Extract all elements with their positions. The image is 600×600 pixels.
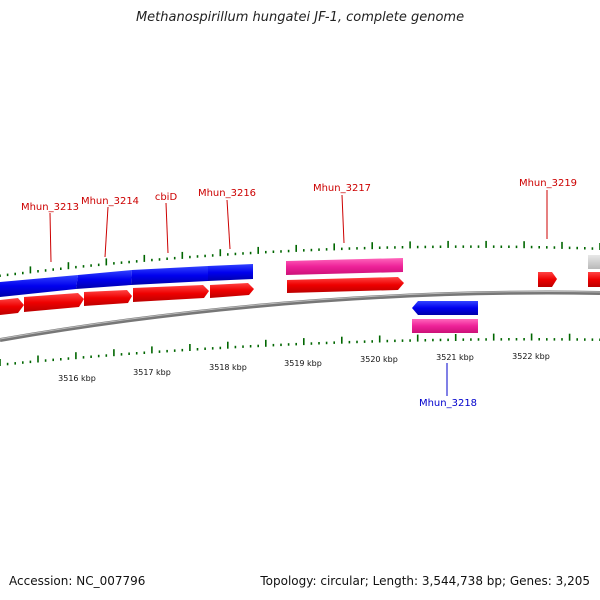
partial-cds-right[interactable] (588, 272, 600, 287)
genome-backbone (0, 290, 600, 342)
gene-mhun-3216[interactable] (208, 264, 253, 281)
axis-label-3521: 3521 kbp (436, 353, 474, 362)
genome-backbone-highlight (0, 291, 600, 340)
label-leaders (49, 190, 548, 396)
cds-mhun-3216[interactable] (210, 283, 254, 298)
topology-text: Topology: circular; Length: 3,544,738 bp… (260, 574, 590, 588)
lower-tick-track (0, 333, 600, 366)
cds-mhun-3214[interactable] (84, 290, 132, 306)
cds-mhun-3213[interactable] (24, 293, 84, 312)
cds-cbid[interactable] (133, 285, 209, 302)
map-title: Methanospirillum hungatei JF-1, complete… (135, 10, 465, 25)
axis-label-3516: 3516 kbp (58, 374, 96, 383)
axis-label-3519: 3519 kbp (284, 359, 322, 368)
label-mhun-3214[interactable]: Mhun_3214 (81, 196, 139, 207)
label-mhun-3218[interactable]: Mhun_3218 (419, 398, 477, 409)
label-mhun-3216[interactable]: Mhun_3216 (198, 188, 256, 199)
axis-label-3517: 3517 kbp (133, 368, 171, 377)
upper-tick-track (0, 240, 600, 277)
axis-label-3518: 3518 kbp (209, 363, 247, 372)
label-mhun-3217[interactable]: Mhun_3217 (313, 183, 371, 194)
gene-mhun-3214[interactable] (76, 270, 132, 289)
gene-labels: Mhun_3213 Mhun_3214 cbiD Mhun_3216 Mhun_… (21, 178, 577, 409)
label-mhun-3213[interactable]: Mhun_3213 (21, 202, 79, 213)
label-mhun-3219[interactable]: Mhun_3219 (519, 178, 577, 189)
label-cbid[interactable]: cbiD (155, 192, 178, 203)
axis-label-3522: 3522 kbp (512, 352, 550, 361)
cds-mhun-3213a[interactable] (0, 298, 24, 315)
axis-label-3520: 3520 kbp (360, 355, 398, 364)
cds-mhun-3218[interactable] (412, 319, 478, 333)
gene-mhun-3218[interactable] (412, 301, 478, 315)
axis-labels: 3516 kbp 3517 kbp 3518 kbp 3519 kbp 3520… (58, 352, 550, 383)
cds-mhun-3217[interactable] (287, 277, 404, 293)
partial-gene-right[interactable] (588, 255, 600, 269)
gene-mhun-3217[interactable] (286, 258, 403, 275)
cds-mhun-3219[interactable] (538, 272, 557, 287)
gene-mhun-3213[interactable] (0, 275, 78, 297)
gene-cbid[interactable] (131, 266, 208, 285)
accession-text: Accession: NC_007796 (9, 574, 146, 588)
